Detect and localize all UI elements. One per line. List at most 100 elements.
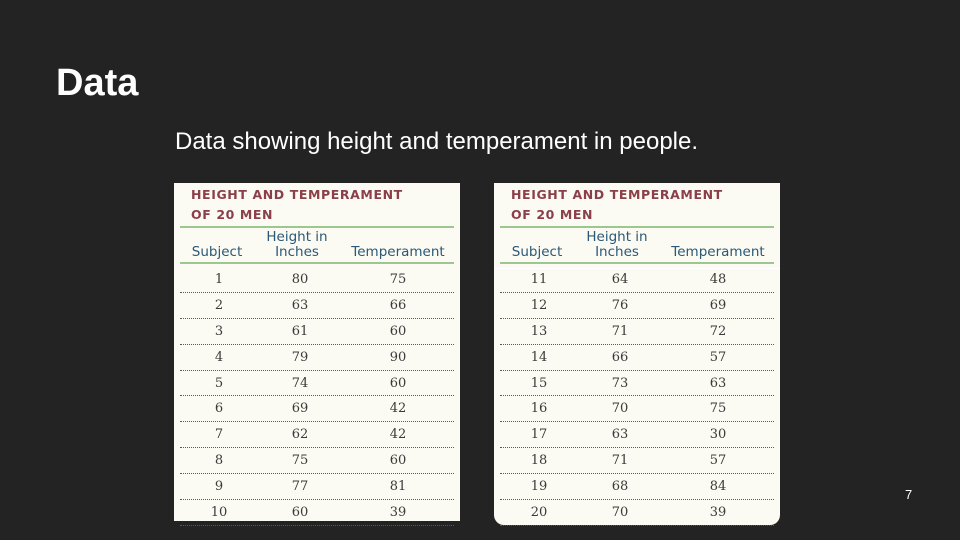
table-row: 14 66 57 — [500, 345, 774, 371]
cell-subject: 8 — [214, 453, 224, 469]
table-subjects-11-20: HEIGHT AND TEMPERAMENT OF 20 MEN Subject… — [494, 183, 780, 526]
cell-temperament: 60 — [389, 453, 407, 469]
cell-subject: 11 — [530, 271, 548, 287]
slide-number: 7 — [905, 487, 913, 502]
table-title-line-1: HEIGHT AND TEMPERAMENT — [511, 187, 723, 202]
cell-subject: 1 — [214, 271, 224, 287]
column-header-height-line-1: Height in — [586, 229, 648, 245]
table-row: 5 74 60 — [180, 371, 454, 397]
cell-height: 79 — [291, 349, 309, 365]
table-row: 6 69 42 — [180, 396, 454, 423]
cell-subject: 6 — [214, 401, 224, 417]
table-title-line-2: OF 20 MEN — [191, 207, 274, 222]
table-row: 17 63 30 — [500, 422, 774, 449]
table-row: 1 80 75 — [180, 267, 454, 293]
cell-subject: 19 — [530, 479, 548, 495]
table-rows: 1 80 75 2 63 66 3 61 60 4 79 90 5 74 60 6 69 42 7 62 4… — [180, 267, 454, 526]
cell-temperament: 69 — [709, 297, 727, 313]
column-header-height-line-2: Inches — [595, 244, 639, 260]
table-title-line-2: OF 20 MEN — [511, 207, 594, 222]
cell-height: 73 — [611, 375, 629, 391]
cell-subject: 17 — [530, 427, 548, 443]
column-header-subject: Subject — [191, 244, 243, 260]
table-row: 7 62 42 — [180, 422, 454, 449]
table-row: 18 71 57 — [500, 448, 774, 475]
table-title: HEIGHT AND TEMPERAMENT OF 20 MEN — [191, 185, 403, 225]
cell-temperament: 81 — [389, 479, 407, 495]
cell-subject: 15 — [530, 375, 548, 391]
cell-temperament: 90 — [389, 349, 407, 365]
table-row: 3 61 60 — [180, 319, 454, 345]
cell-temperament: 75 — [389, 271, 407, 287]
cell-temperament: 42 — [389, 427, 407, 443]
cell-subject: 2 — [214, 297, 224, 313]
cell-height: 80 — [291, 271, 309, 287]
cell-height: 77 — [291, 479, 309, 495]
table-row: 11 64 48 — [500, 267, 774, 293]
table-rows: 11 64 48 12 76 69 13 71 72 14 66 57 15 73 63 16 70 7… — [500, 267, 774, 526]
cell-temperament: 42 — [389, 401, 407, 417]
cell-height: 70 — [611, 504, 629, 520]
cell-subject: 7 — [214, 427, 224, 443]
cell-height: 64 — [611, 271, 629, 287]
table-subjects-1-10: HEIGHT AND TEMPERAMENT OF 20 MEN Subject… — [174, 183, 460, 526]
cell-subject: 13 — [530, 323, 548, 339]
cell-height: 63 — [611, 427, 629, 443]
cell-subject: 16 — [530, 401, 548, 417]
table-row: 10 60 39 — [180, 500, 454, 526]
slide-title: Data — [56, 62, 139, 104]
table-row: 19 68 84 — [500, 474, 774, 501]
column-header-temperament: Temperament — [671, 244, 765, 260]
table-row: 16 70 75 — [500, 396, 774, 423]
cell-height: 63 — [291, 297, 309, 313]
slide-subtitle: Data showing height and temperament in p… — [175, 128, 699, 155]
table-row: 8 75 60 — [180, 448, 454, 475]
cell-temperament: 48 — [709, 271, 727, 287]
table-row: 4 79 90 — [180, 345, 454, 371]
table-row: 9 77 81 — [180, 474, 454, 501]
cell-height: 71 — [611, 323, 629, 339]
cell-temperament: 72 — [709, 323, 727, 339]
cell-subject: 10 — [210, 504, 228, 520]
cell-temperament: 60 — [389, 323, 407, 339]
table-row: 20 70 39 — [500, 500, 774, 526]
cell-temperament: 84 — [709, 479, 727, 495]
cell-subject: 4 — [214, 349, 224, 365]
cell-height: 76 — [611, 297, 629, 313]
cell-height: 68 — [611, 479, 629, 495]
cell-temperament: 39 — [709, 504, 727, 520]
cell-temperament: 57 — [709, 349, 727, 365]
cell-height: 71 — [611, 453, 629, 469]
column-header-height-line-2: Inches — [275, 244, 319, 260]
cell-subject: 12 — [530, 297, 548, 313]
cell-temperament: 60 — [389, 375, 407, 391]
column-header-height: Height in Inches — [256, 230, 338, 260]
cell-subject: 5 — [214, 375, 224, 391]
cell-subject: 20 — [530, 504, 548, 520]
table-title: HEIGHT AND TEMPERAMENT OF 20 MEN — [511, 185, 723, 225]
cell-temperament: 30 — [709, 427, 727, 443]
column-header-height-line-1: Height in — [266, 229, 328, 245]
cell-height: 61 — [291, 323, 309, 339]
header-rule-top — [180, 226, 454, 228]
cell-height: 60 — [291, 504, 309, 520]
header-rule-bottom — [180, 262, 454, 264]
cell-height: 74 — [291, 375, 309, 391]
cell-height: 66 — [611, 349, 629, 365]
table-row: 2 63 66 — [180, 293, 454, 319]
cell-height: 70 — [611, 401, 629, 417]
cell-height: 69 — [291, 401, 309, 417]
cell-temperament: 39 — [389, 504, 407, 520]
column-header-height: Height in Inches — [576, 230, 658, 260]
header-rule-bottom — [500, 262, 774, 264]
cell-height: 62 — [291, 427, 309, 443]
column-header-subject: Subject — [511, 244, 563, 260]
cell-temperament: 63 — [709, 375, 727, 391]
cell-height: 75 — [291, 453, 309, 469]
image-frame-line — [494, 268, 780, 269]
table-row: 15 73 63 — [500, 371, 774, 397]
cell-subject: 9 — [214, 479, 224, 495]
column-header-temperament: Temperament — [351, 244, 445, 260]
cell-subject: 14 — [530, 349, 548, 365]
table-row: 12 76 69 — [500, 293, 774, 319]
